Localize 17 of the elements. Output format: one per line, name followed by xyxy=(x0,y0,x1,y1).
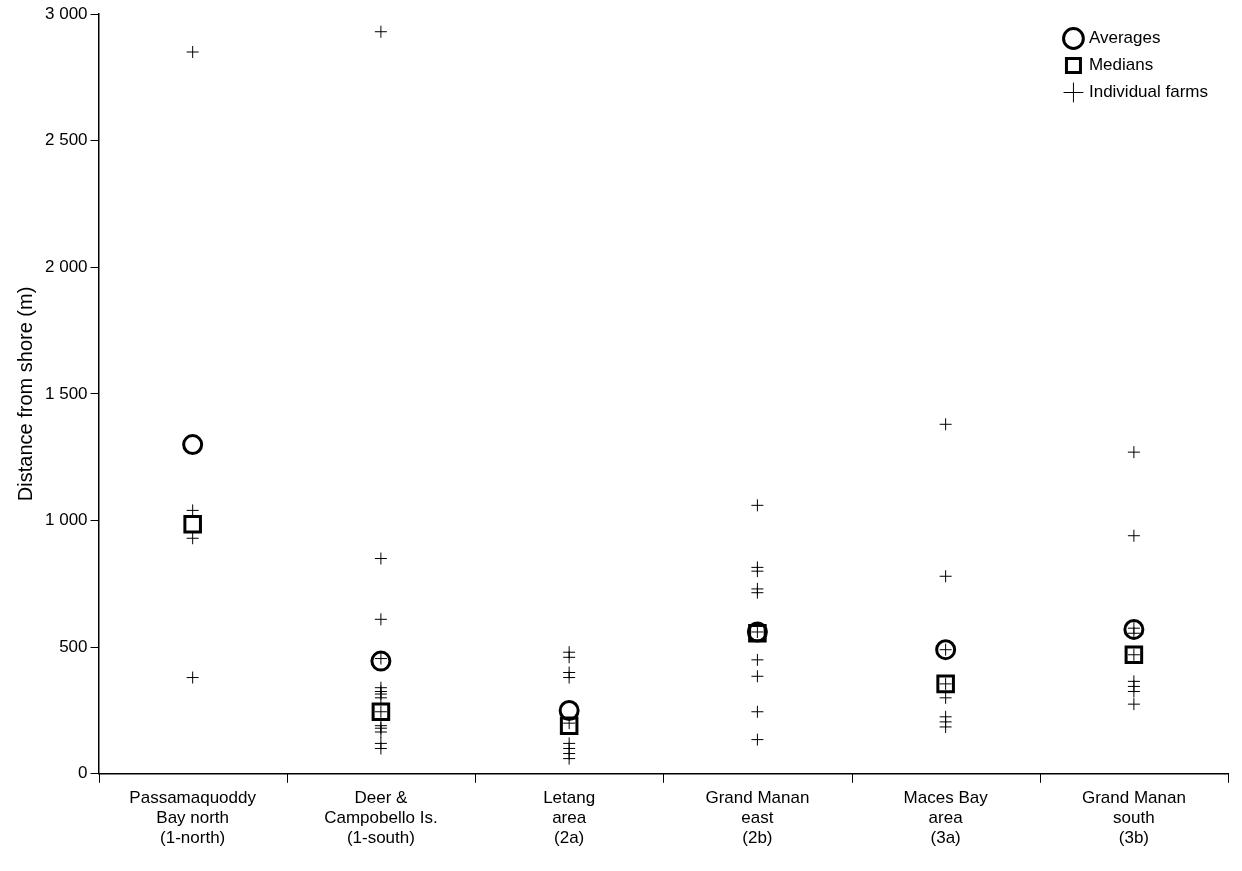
legend-label: Medians xyxy=(1088,55,1154,75)
y-tick-label: 0 xyxy=(78,763,88,783)
legend-label: Averages xyxy=(1088,28,1161,48)
y-tick-label: 1 000 xyxy=(44,510,88,530)
y-tick-label: 500 xyxy=(59,636,88,656)
y-axis-title: Distance from shore (m) xyxy=(13,286,36,502)
x-tick-label: Letang area (2a) xyxy=(543,787,596,848)
y-tick-label: 2 000 xyxy=(44,256,88,276)
legend-label: Individual farms xyxy=(1088,82,1209,102)
y-tick-label: 2 500 xyxy=(44,130,88,150)
y-tick-label: 3 000 xyxy=(44,3,88,23)
y-tick-label: 1 500 xyxy=(44,383,88,403)
x-tick-label: Passamaquoddy Bay north (1-north) xyxy=(129,787,257,848)
x-tick-label: Grand Manan south (3b) xyxy=(1081,787,1186,848)
x-tick-label: Grand Manan east (2b) xyxy=(705,787,810,848)
x-tick-label: Deer & Campobello Is. (1-south) xyxy=(324,787,438,848)
x-tick-label: Maces Bay area (3a) xyxy=(903,787,989,848)
